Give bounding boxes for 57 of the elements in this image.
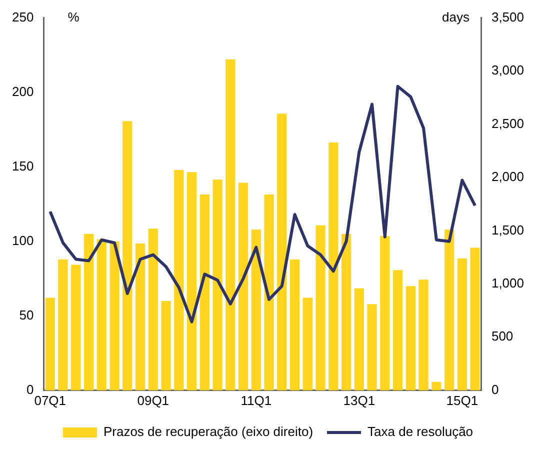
legend-label: Taxa de resolução <box>368 424 474 440</box>
bar <box>84 234 94 390</box>
bar <box>328 142 338 390</box>
x-tick-label: 11Q1 <box>240 392 272 408</box>
y2-axis-title: days <box>442 9 470 24</box>
y2-tick-label: 0 <box>491 382 499 397</box>
bar <box>470 248 480 390</box>
bar <box>432 382 442 390</box>
y-tick-label: 250 <box>12 9 34 24</box>
bar <box>251 230 261 390</box>
x-tick-label: 07Q1 <box>34 392 66 408</box>
bar <box>45 298 55 390</box>
bar <box>71 264 81 390</box>
y2-tick-label: 3,000 <box>491 62 524 78</box>
bar <box>302 298 312 390</box>
bar <box>110 241 120 390</box>
y-tick-label: 50 <box>19 307 34 322</box>
bar <box>148 228 158 390</box>
bar <box>457 258 467 390</box>
x-tick-label: 15Q1 <box>446 392 478 408</box>
bar <box>406 286 416 390</box>
bar <box>186 172 197 390</box>
y2-tick-label: 500 <box>491 328 514 344</box>
bar <box>341 234 352 390</box>
legend-label: Prazos de recuperação (eixo direito) <box>103 424 314 440</box>
bar <box>392 270 403 390</box>
bar <box>226 59 236 390</box>
bar <box>354 288 364 390</box>
bar <box>238 182 248 390</box>
y2-tick-label: 1,500 <box>491 222 524 238</box>
bar <box>316 225 326 390</box>
bar <box>161 300 171 390</box>
y2-tick-label: 2,500 <box>491 116 524 131</box>
bar <box>380 236 390 390</box>
y-tick-label: 100 <box>12 232 34 248</box>
bar <box>212 180 222 390</box>
bar <box>367 304 377 390</box>
y-axis-title: % <box>68 9 80 24</box>
y-tick-label: 0 <box>26 382 34 397</box>
bar <box>200 194 210 390</box>
y-tick-label: 150 <box>12 158 34 174</box>
x-tick-label: 09Q1 <box>137 392 170 408</box>
bar <box>58 259 68 390</box>
bar <box>174 170 184 390</box>
bar <box>418 280 428 390</box>
bar <box>277 114 287 390</box>
y2-tick-label: 2,000 <box>491 169 524 184</box>
bar <box>290 259 300 390</box>
bar <box>135 243 146 390</box>
bar <box>122 121 132 390</box>
bar <box>96 239 106 390</box>
bar <box>264 194 274 390</box>
y-tick-label: 200 <box>12 84 34 99</box>
bar <box>444 230 454 390</box>
x-tick-label: 13Q1 <box>343 392 376 408</box>
y2-tick-label: 1,000 <box>491 276 524 291</box>
y2-tick-label: 3,500 <box>491 9 524 24</box>
